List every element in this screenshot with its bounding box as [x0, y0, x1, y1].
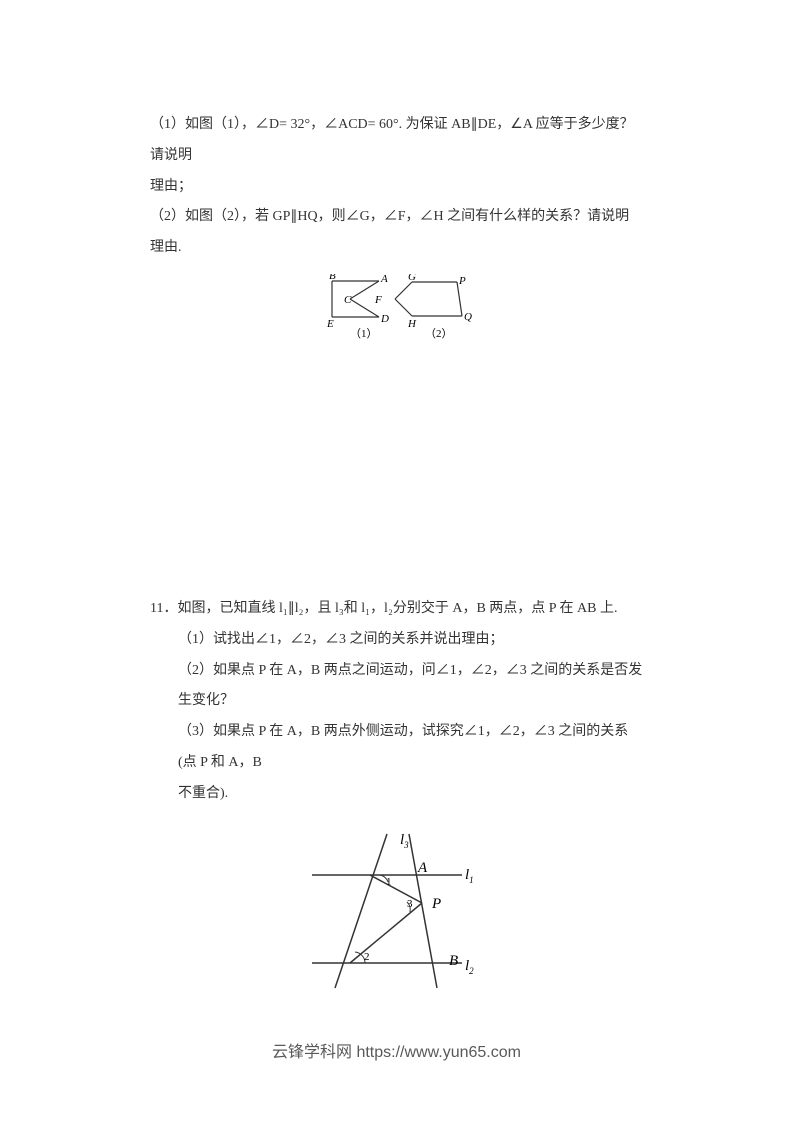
q11-p3b: 不重合). [150, 779, 643, 810]
q10-p2: （2）如图（2），若 GP∥HQ，则∠G，∠F，∠H 之间有什么样的关系？请说明… [150, 202, 643, 264]
label-A: A [380, 274, 388, 285]
q10-p1b: 理由； [150, 172, 643, 203]
label-1: 1 [386, 876, 392, 888]
q10-figure-svg: B A C F D E （1） G P H Q （2） [312, 274, 482, 354]
question-10-block: （1）如图（1），∠D= 32°，∠ACD= 60°. 为保证 AB∥DE，∠A… [150, 110, 643, 354]
label-P: P [458, 275, 466, 287]
label-l3: l3 [400, 832, 409, 850]
q10-figure: B A C F D E （1） G P H Q （2） [150, 274, 643, 354]
label-P: P [431, 896, 441, 912]
label-C: C [344, 294, 352, 306]
label-F: F [374, 294, 382, 306]
q11-p1: （1）试找出∠1，∠2，∠3 之间的关系并说出理由； [150, 625, 643, 656]
q11-p2: （2）如果点 P 在 A，B 两点之间运动，问∠1，∠2，∠3 之间的关系是否发… [150, 656, 643, 718]
label-2: 2 [364, 951, 370, 963]
label-E: E [326, 318, 334, 330]
q11-stem: 11．如图，已知直线 l₁∥l₂，且 l₃和 l₁，l₂分别交于 A，B 两点，… [150, 594, 643, 625]
fig1-cap: （1） [350, 327, 378, 340]
question-11-block: 11．如图，已知直线 l₁∥l₂，且 l₃和 l₁，l₂分别交于 A，B 两点，… [150, 594, 643, 1003]
q10-p1: （1）如图（1），∠D= 32°，∠ACD= 60°. 为保证 AB∥DE，∠A… [150, 110, 643, 172]
label-H: H [407, 318, 417, 330]
label-3: 3 [407, 898, 413, 910]
q11-figure: l3 l1 l2 A B P 1 2 3 [150, 820, 643, 1003]
fig2-cap: （2） [425, 327, 453, 340]
label-G: G [408, 274, 416, 283]
label-B: B [449, 953, 458, 969]
label-A: A [417, 860, 428, 876]
page-footer: 云锋学科网 https://www.yun65.com [0, 1038, 793, 1062]
label-B: B [329, 274, 336, 282]
label-Q: Q [464, 311, 472, 323]
label-l2: l2 [465, 958, 474, 976]
label-D: D [380, 313, 389, 325]
label-l1: l1 [465, 867, 474, 885]
q11-p3: （3）如果点 P 在 A，B 两点外侧运动，试探究∠1，∠2，∠3 之间的关系(… [150, 717, 643, 779]
q11-figure-svg: l3 l1 l2 A B P 1 2 3 [302, 828, 492, 1003]
